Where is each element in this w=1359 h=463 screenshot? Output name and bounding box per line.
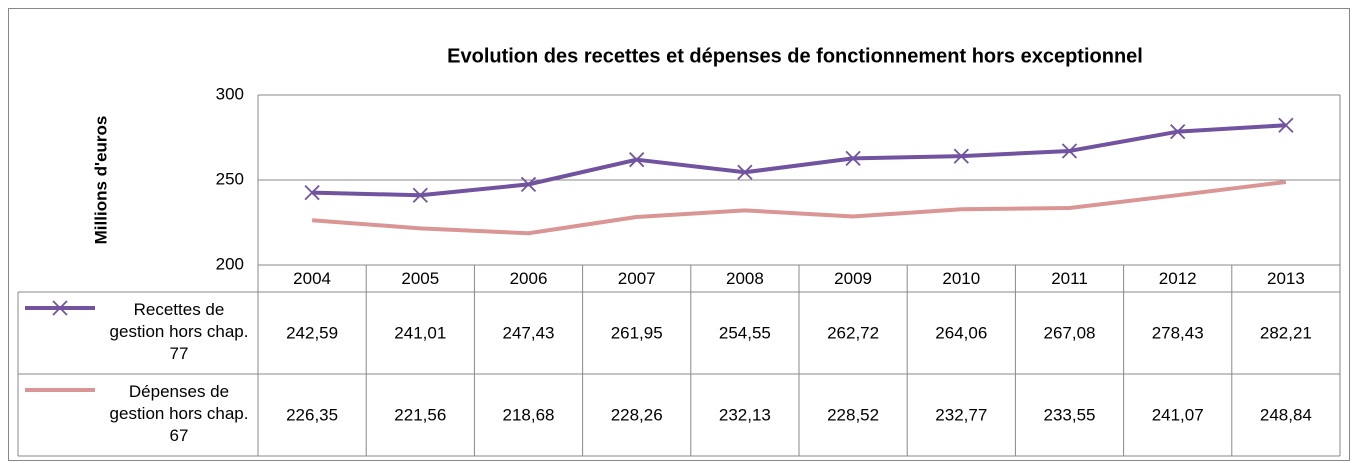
x-tick-label: 2006: [510, 269, 548, 288]
chart-border: [8, 8, 1350, 461]
table-value: 254,55: [719, 323, 771, 342]
table-value: 242,59: [286, 323, 338, 342]
x-tick-label: 2012: [1159, 269, 1197, 288]
point-marker: [1170, 124, 1186, 140]
table-value: 248,84: [1260, 405, 1312, 424]
point-marker: [737, 164, 753, 180]
table-value: 241,01: [394, 323, 446, 342]
table-value: 228,26: [611, 405, 663, 424]
table-value: 264,06: [935, 323, 987, 342]
x-tick-label: 2010: [942, 269, 980, 288]
table-value: 262,72: [827, 323, 879, 342]
point-marker: [304, 184, 320, 201]
table-value: 267,08: [1044, 323, 1096, 342]
point-marker: [412, 187, 428, 203]
point-marker: [953, 148, 969, 164]
y-axis-label: Millions d'euros: [91, 116, 110, 245]
point-marker: [629, 152, 645, 168]
legend-label: Dépenses de gestion hors chap. 67: [109, 382, 249, 445]
table-value: 261,95: [611, 323, 663, 342]
series-line: [311, 179, 1287, 236]
x-tick-label: 2013: [1267, 269, 1305, 288]
point-marker: [1278, 117, 1294, 133]
table-value: 221,56: [394, 405, 446, 424]
table-value: 232,13: [719, 405, 771, 424]
legend-marker: [52, 300, 68, 316]
table-value: 228,52: [827, 405, 879, 424]
table-value: 233,55: [1044, 405, 1096, 424]
table-value: 278,43: [1152, 323, 1204, 342]
table-value: 247,43: [503, 323, 555, 342]
y-tick-label: 250: [216, 169, 244, 188]
y-tick-label: 200: [216, 254, 244, 273]
x-tick-label: 2011: [1051, 269, 1088, 288]
x-tick-label: 2008: [726, 269, 764, 288]
x-tick-label: 2004: [293, 269, 331, 288]
table-value: 232,77: [935, 405, 987, 424]
y-tick-label: 300: [216, 84, 244, 103]
table-value: 241,07: [1152, 405, 1204, 424]
x-tick-label: 2007: [618, 269, 656, 288]
point-marker: [845, 150, 861, 167]
table-value: 282,21: [1260, 323, 1312, 342]
x-tick-label: 2005: [401, 269, 439, 288]
table-value: 226,35: [286, 405, 338, 424]
series-line: [312, 123, 1287, 198]
x-tick-label: 2009: [834, 269, 872, 288]
point-marker: [1061, 143, 1078, 159]
point-marker: [520, 176, 537, 193]
legend-label: Recettes de gestion hors chap. 77: [109, 300, 249, 363]
chart-title: Evolution des recettes et dépenses de fo…: [447, 45, 1143, 67]
table-value: 218,68: [503, 405, 555, 424]
